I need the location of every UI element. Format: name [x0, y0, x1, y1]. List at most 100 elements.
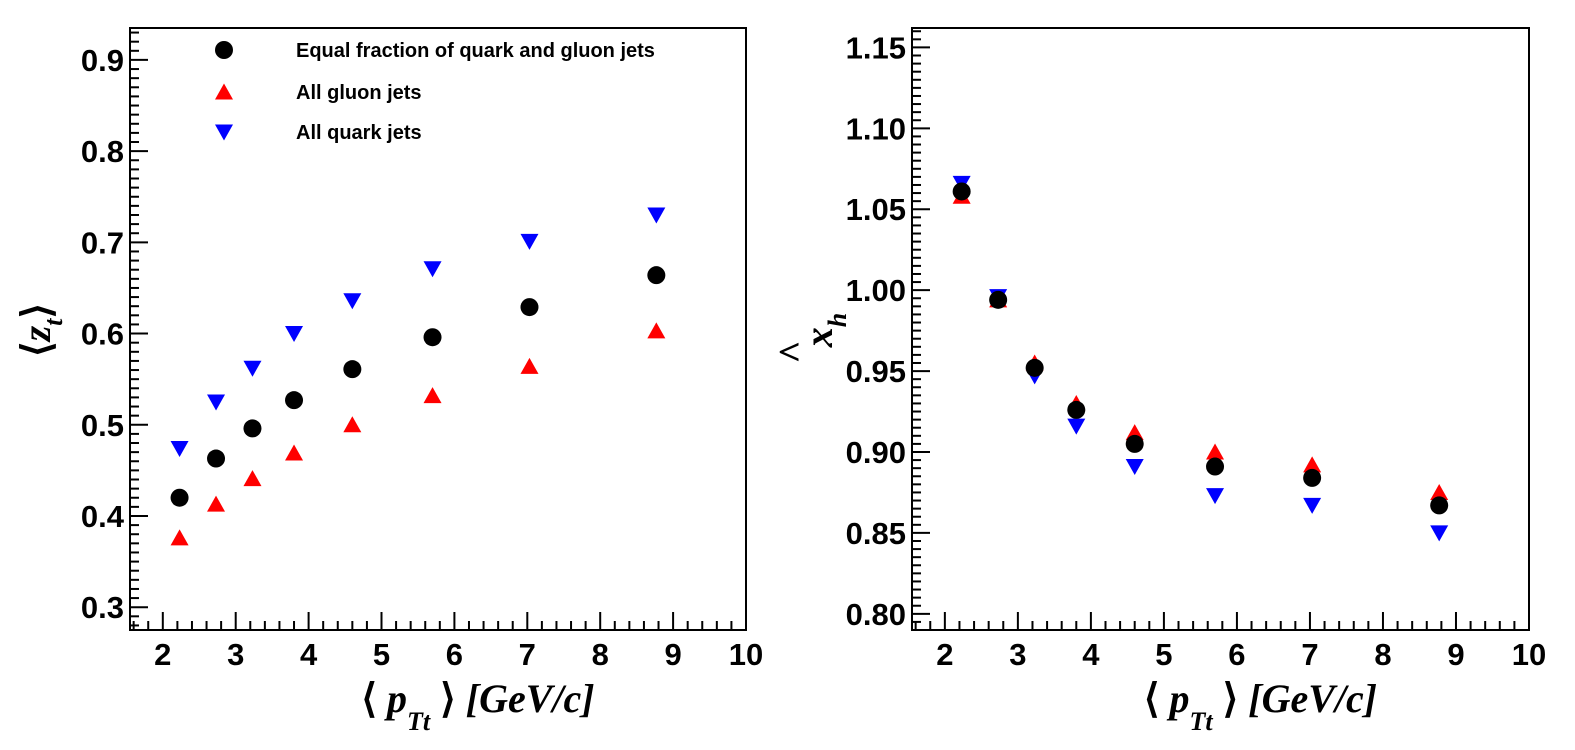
y-axis-title: xh [796, 313, 852, 348]
y-tick-label: 0.9 [81, 43, 124, 78]
y-tick-label: 0.7 [81, 225, 124, 260]
data-point-triangle-down [423, 261, 442, 278]
y-tick-label: 0.8 [81, 134, 124, 169]
data-point-circle [952, 182, 971, 201]
y-tick-label: 0.4 [81, 499, 125, 534]
data-point-circle [207, 449, 226, 468]
series-circle [952, 182, 1449, 515]
x-tick-label: 7 [1301, 637, 1318, 672]
y-tick-label: 1.10 [846, 111, 906, 146]
x-tick-label: 10 [1512, 637, 1546, 672]
y-tick-label: 1.05 [846, 192, 906, 227]
data-point-triangle-up [1430, 483, 1449, 500]
data-point-triangle-down [647, 207, 666, 224]
data-point-triangle-up [343, 416, 362, 433]
y-tick-label: 0.90 [846, 435, 906, 470]
data-point-circle [1430, 496, 1449, 515]
legend-marker-circle [215, 41, 233, 59]
data-point-triangle-down [285, 326, 304, 343]
x-tick-label: 3 [1009, 637, 1026, 672]
data-point-triangle-down [207, 394, 226, 411]
x-tick-label: 10 [729, 637, 763, 672]
data-point-triangle-down [1430, 525, 1449, 542]
data-point-triangle-down [1303, 497, 1322, 514]
data-point-triangle-up [170, 529, 189, 546]
series-triangle-up [170, 322, 666, 546]
x-tick-label: 7 [519, 637, 536, 672]
legend-marker-triangle-up [215, 83, 233, 100]
data-point-circle [170, 488, 189, 507]
x-tick-label: 6 [446, 637, 463, 672]
series-circle [170, 266, 666, 507]
data-point-triangle-up [423, 387, 442, 404]
y-tick-label: 0.85 [846, 516, 906, 551]
x-tick-label: 9 [664, 637, 681, 672]
data-point-triangle-up [1303, 456, 1322, 473]
plot-frame [129, 27, 747, 631]
x-tick-label: 5 [1155, 637, 1172, 672]
data-point-triangle-up [243, 470, 262, 487]
y-tick-label: 1.15 [846, 30, 906, 65]
data-point-circle [243, 419, 262, 438]
x-tick-label: 5 [373, 637, 390, 672]
y-axis-title-hat: ^ [770, 340, 815, 363]
series-triangle-up [952, 187, 1449, 500]
y-axis-title: ⟨zt⟩ [14, 303, 68, 357]
data-point-triangle-down [170, 440, 189, 457]
y-tick-label: 0.95 [846, 354, 906, 389]
data-point-circle [1303, 468, 1322, 487]
x-tick-label: 9 [1447, 637, 1464, 672]
x-axis: 2 3 4 5 6 7 8 9 10 [132, 612, 763, 672]
data-point-circle [1025, 358, 1044, 377]
data-point-triangle-up [647, 322, 666, 339]
y-tick-label: 1.00 [846, 273, 906, 308]
x-tick-label: 6 [1228, 637, 1245, 672]
data-point-triangle-down [1206, 488, 1225, 505]
x-tick-label: 3 [227, 637, 244, 672]
data-point-triangle-up [285, 444, 304, 461]
data-point-circle [520, 298, 539, 317]
data-point-circle [343, 360, 362, 379]
y-axis: 0.80 0.85 0.90 0.95 1.00 1.05 1.10 1.15 [846, 30, 930, 632]
data-point-triangle-down [1125, 459, 1144, 476]
left-panel-zt: 2 3 4 5 6 7 8 9 10 0.3 0.4 0.5 0.6 0.7 0.8 0.9 ⟨ pTt ⟩ [… [14, 27, 763, 736]
right-panel-xh: 2 3 4 5 6 7 8 9 10 0.80 0.85 0.90 0.95 1.00 1.05 1.10 1.… [770, 27, 1546, 736]
data-point-triangle-up [1206, 443, 1225, 460]
data-point-triangle-down [243, 360, 262, 377]
y-tick-label: 0.80 [846, 597, 906, 632]
legend-label: All gluon jets [296, 82, 422, 104]
data-point-triangle-down [343, 293, 362, 310]
x-tick-label: 4 [1082, 637, 1100, 672]
series-triangle-down [952, 175, 1449, 542]
legend-label: All quark jets [296, 122, 422, 144]
y-axis: 0.3 0.4 0.5 0.6 0.7 0.8 0.9 [81, 31, 148, 627]
plot-frame [911, 27, 1530, 631]
data-point-circle [423, 328, 442, 347]
x-axis-title: ⟨ pTt ⟩ [GeV/c] [1144, 676, 1377, 736]
legend-marker-triangle-down [215, 124, 233, 141]
data-point-triangle-up [207, 495, 226, 512]
x-tick-label: 8 [1374, 637, 1391, 672]
y-tick-label: 0.3 [81, 590, 124, 625]
data-point-circle [647, 266, 666, 285]
x-tick-label: 8 [592, 637, 609, 672]
x-tick-label: 2 [154, 637, 171, 672]
data-point-circle [1067, 400, 1086, 419]
data-point-circle [1206, 457, 1225, 476]
data-point-circle [285, 391, 304, 410]
data-point-triangle-up [520, 357, 539, 374]
y-tick-label: 0.6 [81, 317, 124, 352]
y-tick-label: 0.5 [81, 408, 124, 443]
x-tick-label: 2 [936, 637, 953, 672]
data-point-triangle-down [1067, 418, 1086, 435]
x-tick-label: 4 [300, 637, 318, 672]
x-axis-title: ⟨ pTt ⟩ [GeV/c] [361, 676, 594, 736]
x-axis: 2 3 4 5 6 7 8 9 10 [914, 612, 1546, 672]
data-point-triangle-down [520, 233, 539, 250]
data-point-circle [1125, 434, 1144, 453]
legend: Equal fraction of quark and gluon jets Al… [215, 40, 655, 144]
data-markers [952, 175, 1449, 542]
legend-label: Equal fraction of quark and gluon jets [296, 40, 655, 62]
data-markers [170, 207, 666, 546]
